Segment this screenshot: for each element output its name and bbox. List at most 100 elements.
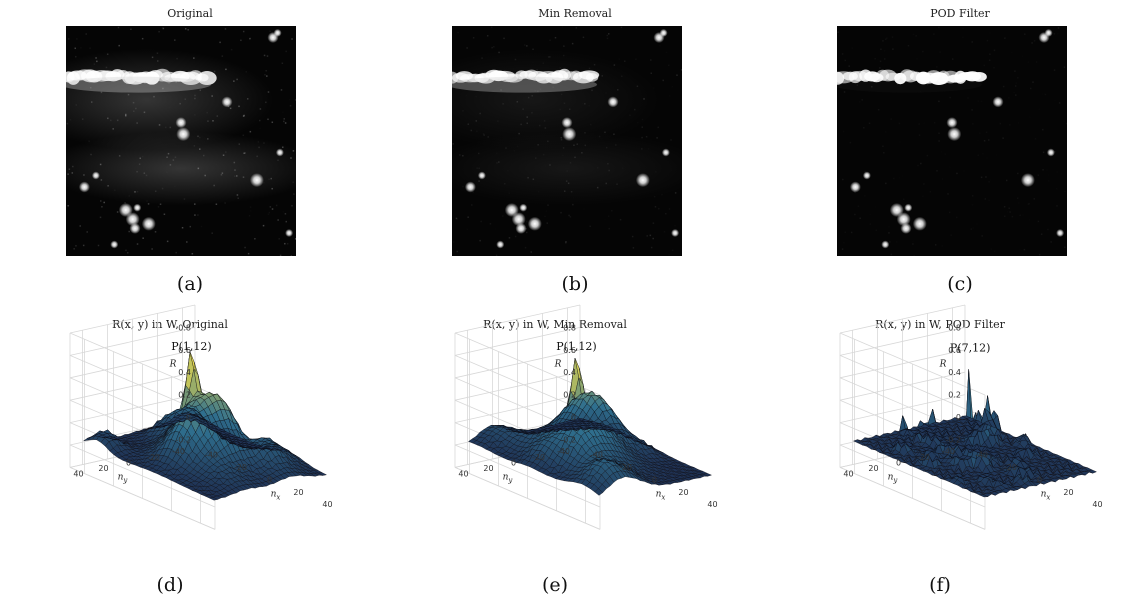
z-tick-label: 0.6 [563,346,576,355]
ny-tick-label: 0 [511,458,516,467]
particle-image-original [66,26,296,256]
nx-tick-label: 40 [707,500,717,509]
ny-axis: 40 20 0 -20 -40 ny [458,447,570,484]
panel-e: R(x, y) in W, Min Removal -0.2 0 0.2 0.4 0.6… [405,304,718,597]
z-axis: -0.2 0 0.2 0.4 0.6 0.8 R [939,323,961,444]
ny-tick-label: 40 [73,470,83,479]
panel-title: R(x, y) in W, Min Removal [405,318,705,331]
nx-tick-label: -40 [205,451,218,460]
ny-axis-label: ny [888,472,899,484]
nx-tick-label: -20 [234,463,247,472]
z-tick-label: 0.8 [948,323,961,332]
z-tick-label: 0.4 [948,368,961,377]
particle-image-min-removal [452,26,682,256]
ny-tick-label: 40 [458,470,468,479]
z-tick-label: 0.8 [178,323,191,332]
panel-title: R(x, y) in W, Original [20,318,320,331]
ny-tick-label: 0 [126,458,131,467]
z-axis-label: R [939,360,947,370]
panel-c: POD Filter (c) [810,0,1110,300]
nx-tick-label: 0 [267,475,272,484]
ny-axis-label: ny [118,472,129,484]
panel-title: R(x, y) in W, POD Filter [790,318,1090,331]
nx-tick-label: 40 [1092,500,1102,509]
nx-tick-label: 0 [652,475,657,484]
z-axis-label: R [169,360,177,370]
ny-axis: 40 20 0 -20 -40 ny [73,447,185,484]
z-tick-label: 0.6 [948,346,961,355]
nx-tick-label: 40 [322,500,332,509]
nx-tick-label: 0 [1037,475,1042,484]
ny-axis: 40 20 0 -20 -40 ny [843,447,955,484]
nx-axis-label: nx [271,489,281,501]
nx-axis-label: nx [656,489,666,501]
z-axis: -0.2 0 0.2 0.4 0.6 0.8 R [554,323,576,444]
panel-title: Min Removal [538,7,612,20]
z-tick-label: -0.2 [560,435,576,444]
z-tick-label: 0.2 [948,391,961,400]
title-text: R(x, y) in W, POD Filter [875,318,1005,331]
z-tick-label: -0.2 [175,435,191,444]
nx-tick-label: -20 [1004,463,1017,472]
ny-tick-label: 0 [896,458,901,467]
title-text: R(x, y) in W, Original [112,318,228,331]
nx-axis-label: nx [1041,489,1051,501]
nx-axis: -40 -20 0 20 40 nx [590,451,718,510]
ny-tick-label: 40 [843,470,853,479]
ny-tick-label: 20 [483,464,493,473]
correlation-surface [83,351,328,501]
panel-title: Original [167,7,213,20]
ny-tick-label: 20 [98,464,108,473]
particle-image-pod-filter [837,26,1067,256]
panel-sublabel: (d) [156,574,184,596]
ny-tick-label: -40 [172,447,185,456]
panel-sublabel: (b) [561,273,589,295]
surface-plot-min-removal: -0.2 0 0.2 0.4 0.6 0.8 R 40 20 0 -20 -40 ny -40 -20 0 20… [454,304,718,530]
nx-tick-label: 20 [293,488,303,497]
panel-f: R(x, y) in W, POD Filter -0.2 0 0.2 0.4 0.6 0… [790,304,1110,597]
surface-plot-pod-filter: -0.2 0 0.2 0.4 0.6 0.8 R 40 20 0 -20 -40 ny -40 -20 0 20… [839,304,1103,530]
ny-tick-label: -20 [147,453,160,462]
z-tick-label: 0 [571,413,576,422]
ny-tick-label: 20 [868,464,878,473]
peak-label: P(7,12) [950,342,990,355]
z-tick-label: 0.2 [563,391,576,400]
panel-d: R(x, y) in W, Original -0.2 0 0.2 0.4 0.6 0.8… [20,304,333,597]
ny-tick-label: -20 [532,453,545,462]
z-tick-label: 0.8 [563,323,576,332]
correlation-surface [853,369,1097,498]
z-tick-label: 0.4 [178,368,191,377]
surface-plot-original: -0.2 0 0.2 0.4 0.6 0.8 R 40 20 0 -20 -40 ny -40 -20 0 20… [69,304,333,530]
nx-tick-label: 20 [1063,488,1073,497]
panel-sublabel: (e) [541,574,569,596]
nx-tick-label: -40 [975,451,988,460]
nx-tick-label: 20 [678,488,688,497]
z-tick-label: -0.2 [945,435,961,444]
ny-tick-label: -40 [942,447,955,456]
ny-tick-label: -20 [917,453,930,462]
panel-sublabel: (a) [176,273,204,295]
nx-tick-label: -20 [619,463,632,472]
ny-tick-label: -40 [557,447,570,456]
nx-axis: -40 -20 0 20 40 nx [975,451,1103,510]
surface-facet [1087,469,1097,474]
panel-b: Min Removal (b) [425,0,725,300]
panel-sublabel: (f) [929,574,951,596]
nx-axis: -40 -20 0 20 40 nx [205,451,333,510]
surface-facet [702,473,713,477]
nx-tick-label: -40 [590,451,603,460]
z-tick-label: 0.4 [563,368,576,377]
z-tick-label: 0 [956,413,961,422]
correlation-surface [468,357,713,496]
z-tick-label: 0.2 [178,391,191,400]
title-text: R(x, y) in W, Min Removal [483,318,627,331]
panel-sublabel: (c) [947,273,973,295]
z-axis: -0.2 0 0.2 0.4 0.6 0.8 R [169,323,191,444]
z-axis-label: R [554,360,562,370]
peak-label: P(1,12) [171,340,211,353]
ny-axis-label: ny [503,472,514,484]
z-tick-label: 0 [186,413,191,422]
z-tick-label: 0.6 [178,346,191,355]
peak-label: P(1,12) [556,340,596,353]
panel-a: Original (a) [40,0,340,300]
